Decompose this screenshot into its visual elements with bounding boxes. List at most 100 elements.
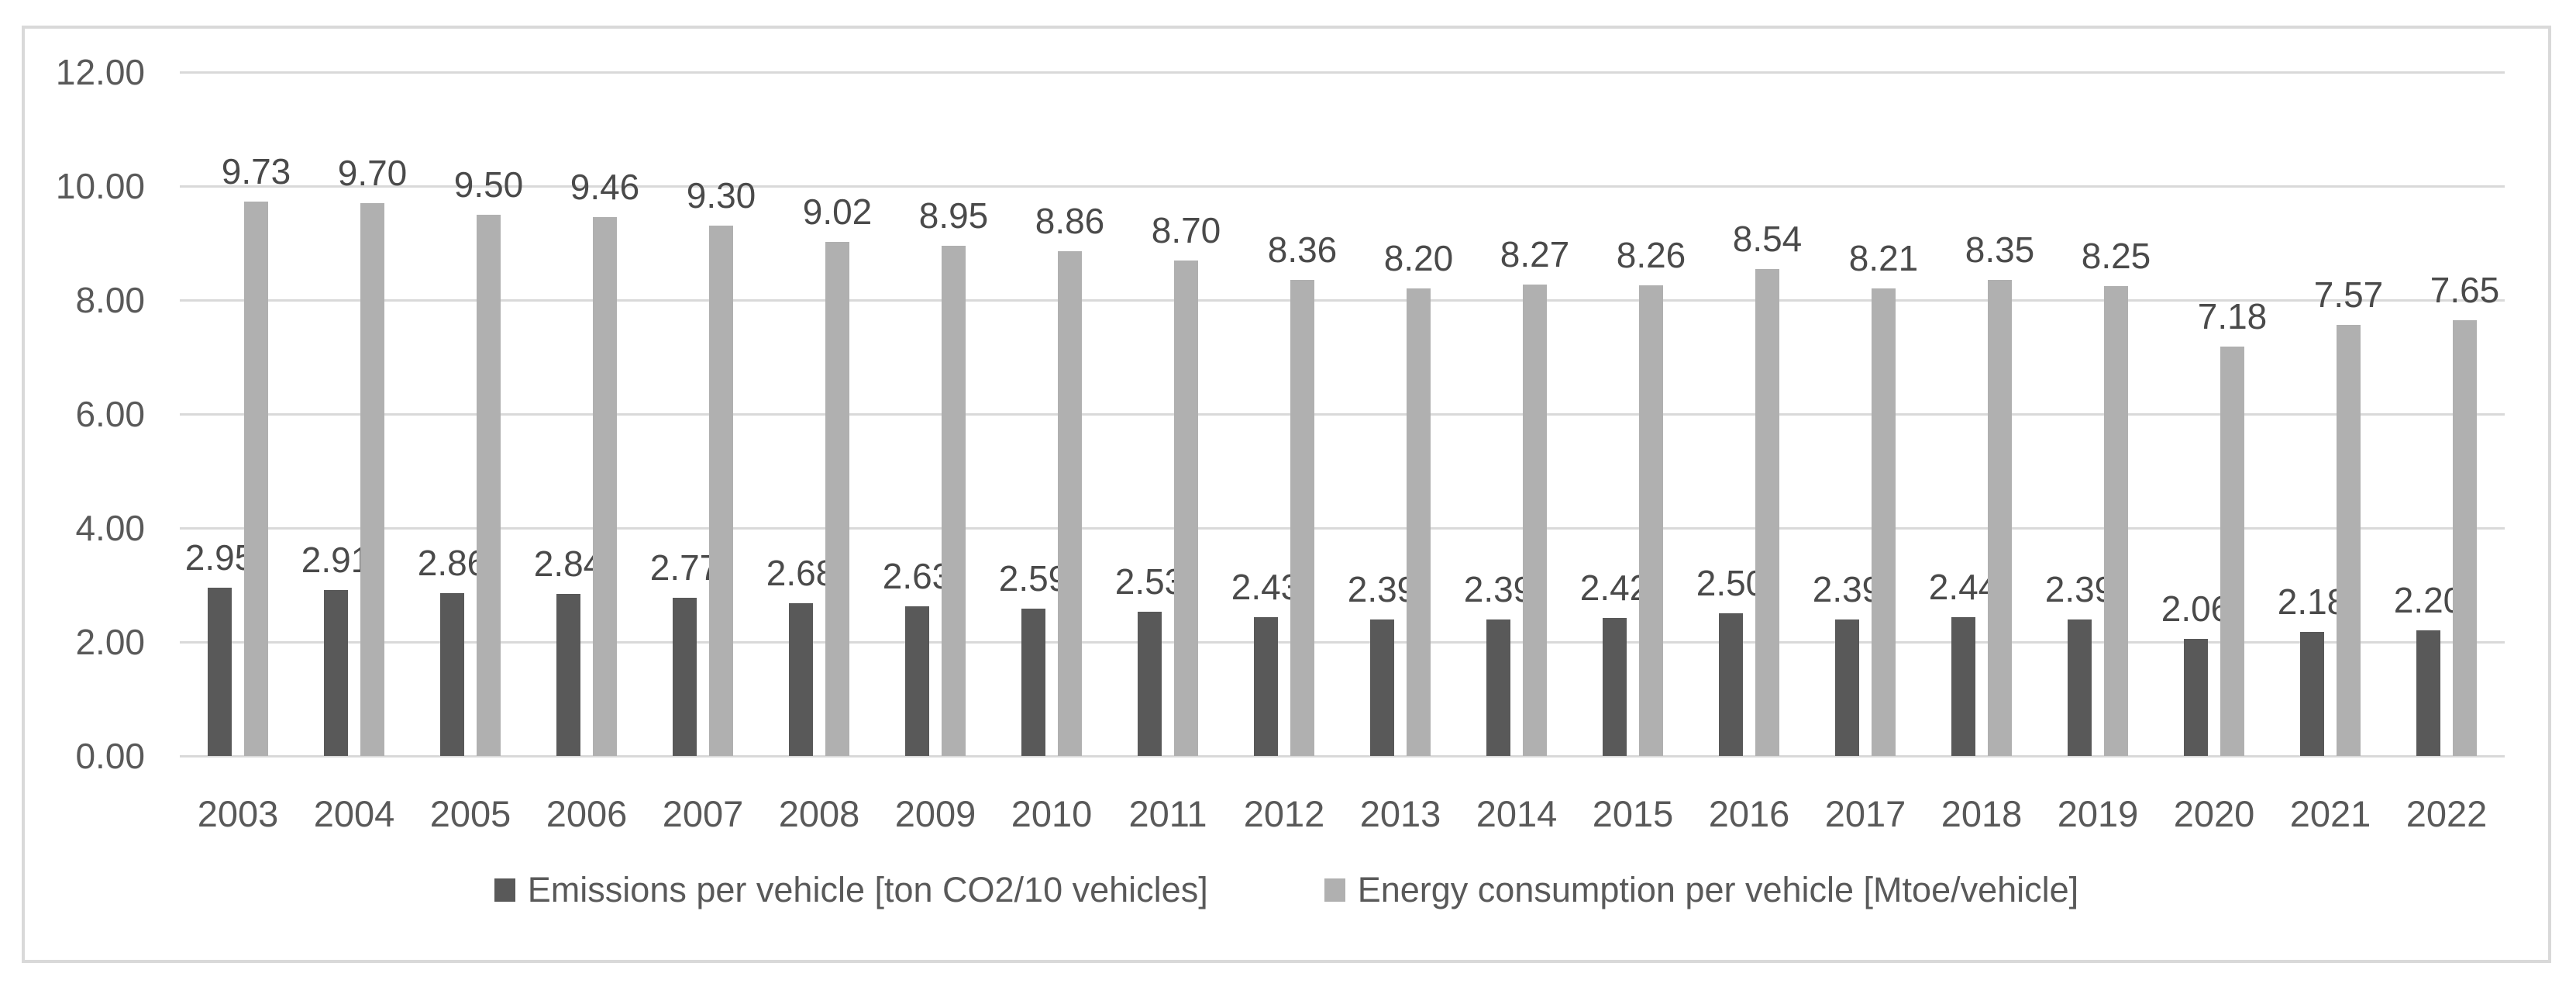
bar-series1-2003	[244, 202, 268, 756]
value-label-series0-2012: 2.43	[1231, 567, 1301, 607]
legend: Emissions per vehicle [ton CO2/10 vehicl…	[25, 870, 2548, 910]
value-label-series0-2009: 2.63	[882, 556, 952, 596]
value-label-series1-2009: 8.95	[918, 195, 989, 236]
value-label-series0-2014: 2.39	[1463, 569, 1534, 609]
bar-series0-2020	[2184, 639, 2208, 756]
gridline-0.00	[180, 755, 2505, 758]
bar-series1-2007	[709, 226, 733, 756]
value-label-series0-2006: 2.84	[533, 544, 604, 584]
value-label-series1-2007: 9.30	[686, 175, 756, 216]
bar-series0-2018	[1951, 617, 1975, 756]
x-tick-label-2009: 2009	[894, 793, 976, 834]
bar-series1-2005	[477, 215, 501, 756]
legend-item-series0: Emissions per vehicle [ton CO2/10 vehicl…	[494, 870, 1208, 910]
value-label-series0-2011: 2.53	[1114, 561, 1185, 602]
bar-series1-2021	[2337, 325, 2361, 756]
bar-groups: 2.95 9.73 2.91 9.70 2.86 9.50 2.84 9.46 2.77 9.30…	[180, 72, 2505, 756]
bar-series1-2010	[1058, 251, 1082, 756]
bar-group-2017: 2.39 8.21	[1807, 72, 1923, 756]
value-label-series0-2008: 2.68	[766, 553, 836, 593]
bar-series1-2014	[1523, 285, 1547, 756]
value-label-series1-2010: 8.86	[1035, 201, 1105, 241]
value-label-series0-2022: 2.20	[2393, 580, 2464, 620]
bar-group-2021: 2.18 7.57	[2272, 72, 2388, 756]
x-tick-label-2014: 2014	[1476, 793, 1558, 834]
gridline-12.00	[180, 71, 2505, 74]
value-label-series1-2005: 9.50	[453, 164, 524, 205]
value-label-series1-2012: 8.36	[1267, 229, 1338, 270]
y-tick-label: 4.00	[75, 508, 145, 548]
y-tick-label: 0.00	[75, 736, 145, 776]
x-tick-label-2018: 2018	[1941, 793, 2023, 834]
bar-series0-2019	[2068, 619, 2092, 756]
value-label-series0-2015: 2.42	[1579, 568, 1650, 608]
bar-series0-2005	[440, 593, 464, 756]
x-tick-label-2004: 2004	[313, 793, 395, 834]
bar-group-2007: 2.77 9.30	[645, 72, 761, 756]
bar-series0-2022	[2416, 630, 2440, 756]
y-tick-label: 10.00	[55, 166, 145, 206]
bar-series1-2022	[2453, 320, 2477, 756]
x-tick-label-2013: 2013	[1359, 793, 1441, 834]
bar-series0-2016	[1719, 613, 1743, 756]
bar-series1-2017	[1872, 288, 1896, 756]
x-tick-label-2006: 2006	[546, 793, 628, 834]
value-label-series1-2022: 7.65	[2430, 270, 2500, 310]
bar-series1-2006	[593, 217, 617, 756]
bar-series0-2012	[1254, 617, 1278, 756]
value-label-series1-2016: 8.54	[1732, 219, 1803, 259]
x-tick-label-2011: 2011	[1128, 793, 1207, 834]
bar-group-2018: 2.44 8.35	[1923, 72, 2040, 756]
bar-series1-2015	[1639, 285, 1663, 756]
x-tick-label-2015: 2015	[1592, 793, 1674, 834]
value-label-series0-2013: 2.39	[1347, 569, 1417, 609]
value-label-series0-2007: 2.77	[649, 547, 720, 588]
value-label-series1-2015: 8.26	[1616, 235, 1686, 275]
bar-series0-2007	[673, 598, 697, 756]
gridline-6.00	[180, 413, 2505, 416]
gridline-8.00	[180, 299, 2505, 302]
bar-series1-2008	[825, 242, 849, 756]
x-axis-labels: 2003 2004 2005 2006 2007 2008 2009 2010 2011 2012…	[180, 792, 2505, 836]
x-tick-label-2008: 2008	[778, 793, 860, 834]
value-label-series0-2004: 2.91	[301, 540, 371, 580]
bar-group-2022: 2.20 7.65	[2388, 72, 2505, 756]
bar-group-2020: 2.06 7.18	[2156, 72, 2272, 756]
legend-marker-icon	[494, 878, 515, 902]
bar-series1-2020	[2220, 347, 2244, 756]
bar-series1-2013	[1407, 288, 1431, 756]
x-tick-label-2012: 2012	[1243, 793, 1325, 834]
bar-series0-2009	[905, 606, 929, 756]
value-label-series0-2020: 2.06	[2161, 588, 2231, 629]
bar-series1-2009	[942, 246, 966, 756]
legend-item-series1: Energy consumption per vehicle [Mtoe/veh…	[1324, 870, 2078, 910]
value-label-series1-2014: 8.27	[1500, 234, 1570, 274]
bar-series0-2015	[1603, 618, 1627, 756]
legend-label-series1: Energy consumption per vehicle [Mtoe/veh…	[1357, 870, 2079, 909]
gridline-10.00	[180, 185, 2505, 188]
x-tick-label-2022: 2022	[2406, 793, 2488, 834]
bar-series1-2004	[360, 203, 384, 756]
bar-group-2005: 2.86 9.50	[412, 72, 529, 756]
x-tick-label-2007: 2007	[662, 793, 744, 834]
value-label-series1-2020: 7.18	[2197, 296, 2268, 336]
bar-group-2014: 2.39 8.27	[1458, 72, 1575, 756]
x-tick-label-2020: 2020	[2173, 793, 2255, 834]
gridline-2.00	[180, 641, 2505, 644]
bar-group-2013: 2.39 8.20	[1342, 72, 1458, 756]
bar-group-2009: 2.63 8.95	[877, 72, 994, 756]
x-tick-label-2019: 2019	[2057, 793, 2139, 834]
x-tick-label-2010: 2010	[1011, 793, 1093, 834]
bar-series0-2013	[1370, 619, 1394, 756]
bar-group-2019: 2.39 8.25	[2040, 72, 2156, 756]
value-label-series1-2021: 7.57	[2313, 274, 2384, 315]
legend-marker-icon	[1324, 878, 1345, 902]
bar-group-2016: 2.50 8.54	[1691, 72, 1807, 756]
bar-series0-2004	[324, 590, 348, 756]
value-label-series0-2003: 2.95	[184, 537, 255, 578]
value-label-series0-2018: 2.44	[1928, 567, 1999, 607]
bar-series1-2011	[1174, 261, 1198, 756]
value-label-series0-2019: 2.39	[2044, 569, 2115, 609]
bar-series0-2011	[1138, 612, 1162, 756]
